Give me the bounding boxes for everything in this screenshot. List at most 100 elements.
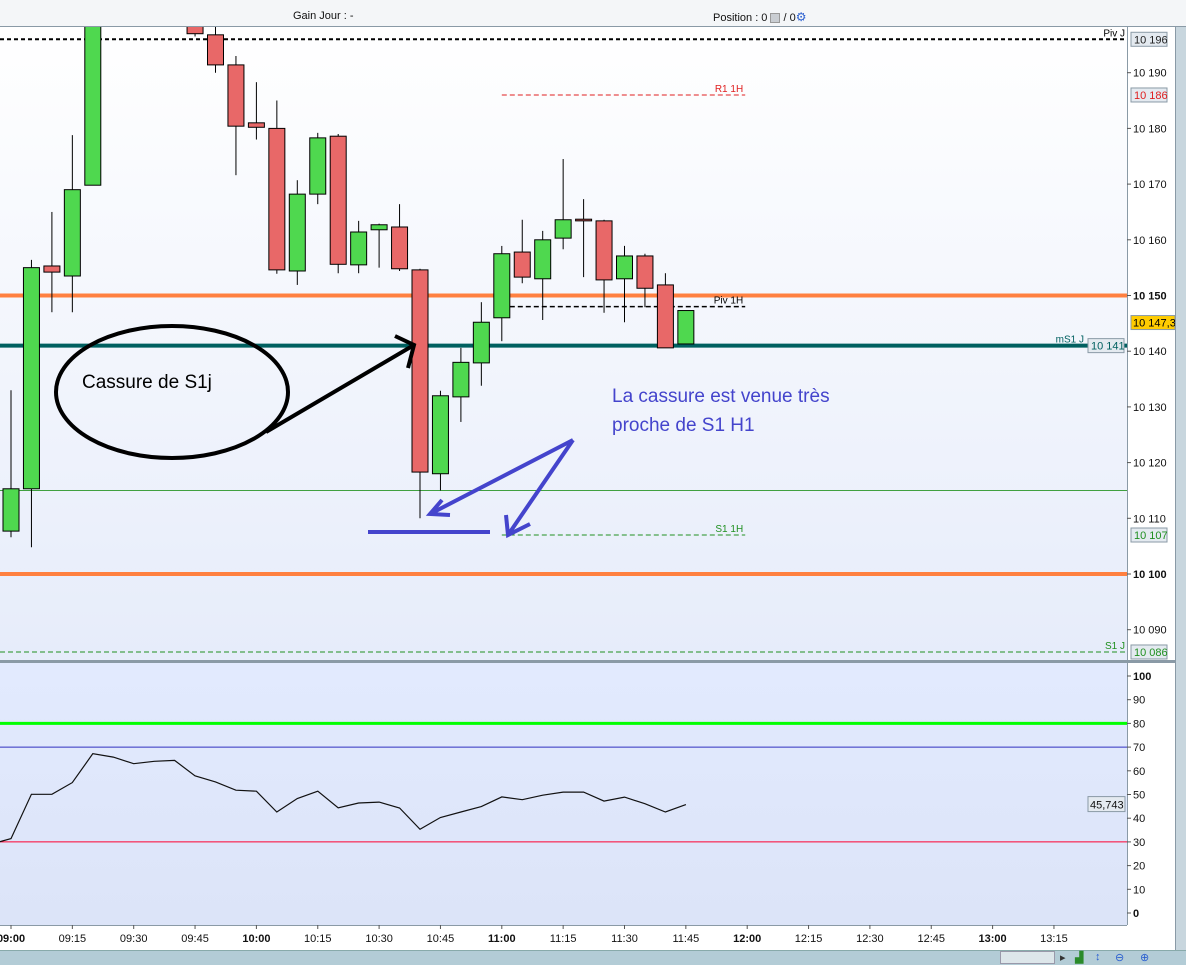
rsi-y-tick-label: 50 bbox=[1133, 790, 1145, 802]
position-sep: / 0 bbox=[783, 12, 796, 24]
last-price-text: 10 147,3 bbox=[1133, 318, 1175, 330]
x-tick-label: 11:45 bbox=[672, 933, 699, 945]
candle-10:35 bbox=[391, 226, 409, 270]
candle-11:45 bbox=[677, 310, 695, 345]
candle-09:00 bbox=[2, 488, 20, 532]
last-price-tag bbox=[1130, 315, 1175, 331]
annotation-left-text: Cassure de S1j bbox=[82, 372, 212, 393]
rsi-y-tick-label: 40 bbox=[1133, 813, 1145, 825]
price-tag-text: 10 086 bbox=[1134, 647, 1168, 659]
x-tick-label: 09:15 bbox=[59, 933, 87, 945]
rsi-value-tag bbox=[1087, 796, 1126, 813]
zoom-out-icon[interactable]: ⊖ bbox=[1115, 952, 1125, 964]
annotation-ellipse bbox=[54, 324, 290, 460]
x-tick-label: 12:30 bbox=[856, 933, 884, 945]
x-tick-label: 10:00 bbox=[242, 933, 270, 945]
x-tick-label: 11:15 bbox=[550, 933, 577, 945]
x-tick-label: 10:45 bbox=[427, 933, 455, 945]
candle-10:00 bbox=[247, 122, 265, 128]
price-panel bbox=[0, 27, 1127, 660]
annotation-arrow-black bbox=[264, 334, 417, 434]
y-tick-label: 10 120 bbox=[1133, 458, 1167, 470]
x-tick-label: 11:00 bbox=[488, 933, 516, 945]
position-value: Position : 0 bbox=[713, 12, 768, 24]
candle-11:10 bbox=[534, 239, 552, 280]
y-tick-label: 10 180 bbox=[1133, 123, 1167, 135]
x-tick-label: 12:00 bbox=[733, 933, 761, 945]
y-tick-label: 10 190 bbox=[1133, 68, 1167, 80]
candle-09:05 bbox=[22, 267, 40, 490]
price-tag bbox=[1130, 87, 1168, 103]
candle-10:05 bbox=[268, 127, 286, 271]
zoom-in-icon[interactable]: ⊕ bbox=[1140, 952, 1150, 964]
y-tick-label: 10 150 bbox=[1133, 291, 1167, 303]
candle-10:30 bbox=[370, 224, 388, 231]
x-tick-label: 12:45 bbox=[917, 933, 945, 945]
price-chart[interactable]: Piv J R1 1H Piv 1H mS1 J S1 1H S1 J 10 196 10 1… bbox=[0, 0, 1175, 950]
candle-10:40 bbox=[411, 269, 429, 473]
x-tick-label: 09:00 bbox=[0, 933, 25, 945]
price-tag bbox=[1130, 527, 1168, 543]
candle-11:15 bbox=[554, 219, 572, 239]
rsi-y-tick-label: 10 bbox=[1133, 884, 1145, 896]
vertical-zoom-icon[interactable]: ↕ bbox=[1095, 951, 1101, 963]
rsi-y-tick-label: 60 bbox=[1133, 766, 1145, 778]
candle-10:15 bbox=[309, 137, 327, 195]
annotation-arrows-blue bbox=[425, 438, 575, 539]
x-tick-label: 09:30 bbox=[120, 933, 148, 945]
x-tick-label: 11:30 bbox=[611, 933, 638, 945]
candle-11:35 bbox=[636, 255, 654, 289]
y-tick-label: 10 140 bbox=[1133, 346, 1167, 358]
y-tick-label: 10 100 bbox=[1133, 569, 1167, 581]
y-tick-label: 10 110 bbox=[1133, 513, 1166, 525]
play-icon[interactable]: ▸ bbox=[1060, 952, 1066, 964]
x-tick-label: 13:15 bbox=[1040, 933, 1068, 945]
candle-09:10 bbox=[43, 265, 61, 273]
y-tick-label: 10 130 bbox=[1133, 402, 1167, 414]
rsi-y-tick-label: 20 bbox=[1133, 861, 1145, 873]
price-tag bbox=[1130, 31, 1168, 47]
candle-11:05 bbox=[513, 251, 531, 278]
rsi-y-tick-label: 100 bbox=[1133, 671, 1151, 683]
rsi-y-tick-label: 30 bbox=[1133, 837, 1145, 849]
candle-11:25 bbox=[595, 220, 613, 281]
candle-11:40 bbox=[656, 284, 674, 349]
candle-10:20 bbox=[329, 135, 347, 265]
rsi-panel bbox=[0, 663, 1127, 925]
candle-09:55 bbox=[227, 64, 245, 127]
daily-gain-label: Gain Jour : - bbox=[293, 10, 354, 22]
candle-10:55 bbox=[472, 321, 490, 364]
calculator-icon[interactable] bbox=[770, 13, 781, 24]
candle-09:15 bbox=[63, 189, 81, 277]
price-tag-text: 10 141 bbox=[1091, 341, 1125, 353]
menu-button[interactable] bbox=[1000, 951, 1055, 964]
annotation-right-text-1: La cassure est venue très bbox=[612, 386, 830, 407]
y-tick-label: 10 090 bbox=[1133, 625, 1167, 637]
level-label: R1 1H bbox=[715, 84, 743, 95]
y-tick-label: 10 160 bbox=[1133, 235, 1167, 247]
rsi-y-tick-label: 90 bbox=[1133, 695, 1145, 707]
y-tick-label: 10 170 bbox=[1133, 179, 1167, 191]
position-label: Position : 0 / 0⚙ bbox=[713, 10, 807, 24]
annotation-right-text-2: proche de S1 H1 bbox=[612, 415, 755, 436]
level-label: Piv J bbox=[1103, 28, 1125, 39]
x-tick-label: 10:30 bbox=[365, 933, 393, 945]
price-tag-text: 10 196 bbox=[1134, 34, 1168, 46]
candle-10:45 bbox=[431, 395, 449, 475]
level-label: Piv 1H bbox=[714, 296, 743, 307]
candle-10:50 bbox=[452, 361, 470, 398]
level-label: mS1 J bbox=[1056, 335, 1084, 346]
gear-icon[interactable]: ⚙ bbox=[795, 10, 807, 24]
level-label: S1 J bbox=[1105, 641, 1125, 652]
chart-type-icon[interactable]: ▟ bbox=[1075, 952, 1084, 964]
rsi-y-tick-label: 0 bbox=[1133, 908, 1139, 920]
level-label: S1 1H bbox=[715, 524, 743, 535]
candle-11:20 bbox=[575, 218, 593, 222]
chart-header: Gain Jour : - Position : 0 / 0⚙ bbox=[0, 0, 1186, 27]
x-tick-label: 09:45 bbox=[181, 933, 209, 945]
bottom-toolbar: ▸ ▟ ↕ ⊖ ⊕ bbox=[0, 950, 1186, 965]
vertical-scrollbar[interactable] bbox=[1175, 27, 1186, 950]
candle-09:50 bbox=[207, 34, 224, 66]
annotations: Cassure de S1j La cassure est venue très… bbox=[54, 324, 830, 539]
price-tag-text: 10 107 bbox=[1134, 530, 1168, 542]
